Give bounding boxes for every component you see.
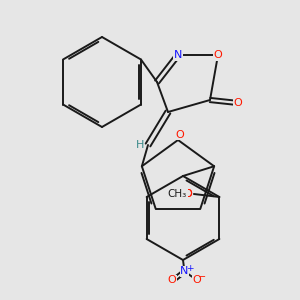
Text: +: + [186, 264, 194, 273]
Text: O: O [183, 189, 192, 199]
Text: −: − [198, 272, 206, 282]
Text: O: O [234, 98, 242, 108]
Text: O: O [183, 189, 192, 199]
Text: O: O [214, 50, 222, 60]
Text: H: H [135, 140, 144, 150]
Text: N: N [174, 50, 182, 60]
Text: O: O [193, 275, 202, 285]
Text: O: O [167, 275, 176, 285]
Text: O: O [175, 130, 184, 140]
Text: N: N [180, 266, 189, 276]
Text: CH₃: CH₃ [168, 189, 187, 199]
